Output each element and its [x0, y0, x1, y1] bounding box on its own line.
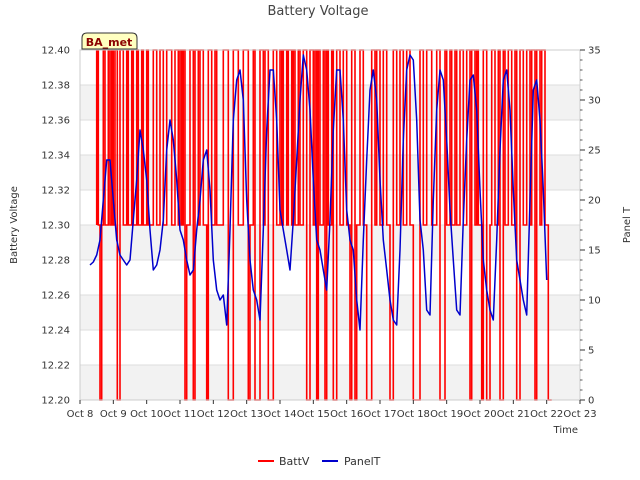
x-tick-label: Oct 11	[163, 409, 196, 420]
chart-title: Battery Voltage	[267, 4, 368, 19]
x-tick-label: Oct 12	[197, 409, 230, 420]
station-badge-box	[81, 32, 138, 50]
x-axis-title: Time	[553, 425, 578, 436]
y2-axis-ticks: 0 5 10 15 20 25 30 35	[580, 46, 601, 407]
plot-band	[80, 295, 580, 330]
legend-label-battv: BattV	[279, 455, 310, 468]
station-badge: BA_met	[81, 32, 138, 50]
panelt-line	[89, 54, 548, 331]
y2-tick-label: 5	[588, 346, 594, 357]
x-tick-label: Oct 20	[463, 409, 496, 420]
y2-tick-label: 0	[588, 396, 594, 407]
y2-tick-label: 25	[588, 146, 601, 157]
y-axis-ticks: 12.20 12.22 12.24 12.26 12.28 12.30 12.32 12.34…	[41, 46, 70, 407]
y2-tick-label: 15	[588, 246, 601, 257]
y2-tick-label: 35	[588, 46, 601, 57]
x-tick-label: Oct 21	[497, 409, 530, 420]
x-tick-label: Oct 9	[100, 409, 127, 420]
x-tick-label: Oct 17	[363, 409, 396, 420]
y-tick-label: 12.28	[41, 256, 70, 267]
x-tick-label: Oct 22	[530, 409, 563, 420]
x-tick-label: Oct 16	[330, 409, 363, 420]
x-tick-label: Oct 8	[67, 409, 94, 420]
y-axis-title: Battery Voltage	[9, 186, 20, 264]
x-tick-label: Oct 13	[230, 409, 263, 420]
plot-band	[80, 365, 580, 400]
y-tick-label: 12.26	[41, 291, 70, 302]
y-tick-label: 12.40	[41, 46, 70, 57]
x-axis-ticks: Oct 8 Oct 9 Oct 10 Oct 11 Oct 12 Oct 13 Oct 14…	[67, 400, 597, 420]
legend: BattV PanelT	[258, 455, 381, 468]
y2-tick-label: 10	[588, 296, 601, 307]
y2-tick-label: 20	[588, 196, 601, 207]
y-tick-label: 12.32	[41, 186, 70, 197]
y-tick-label: 12.20	[41, 396, 70, 407]
y-tick-label: 12.22	[41, 361, 70, 372]
series-panelt	[89, 54, 548, 331]
x-tick-label: Oct 14	[263, 409, 296, 420]
x-tick-label: Oct 19	[430, 409, 463, 420]
y2-axis-title: Panel T	[622, 206, 633, 243]
x-tick-label: Oct 23	[563, 409, 596, 420]
plot-frame	[79, 49, 581, 401]
x-tick-label: Oct 15	[297, 409, 330, 420]
x-tick-label: Oct 10	[130, 409, 163, 420]
y-tick-label: 12.24	[41, 326, 70, 337]
y-tick-label: 12.36	[41, 116, 70, 127]
y-tick-label: 12.30	[41, 221, 70, 232]
x-tick-label: Oct 18	[397, 409, 430, 420]
y2-tick-label: 30	[588, 96, 601, 107]
y-tick-label: 12.34	[41, 151, 70, 162]
y-tick-label: 12.38	[41, 81, 70, 92]
legend-label-panelt: PanelT	[344, 455, 381, 468]
station-badge-label: BA_met	[86, 36, 133, 49]
